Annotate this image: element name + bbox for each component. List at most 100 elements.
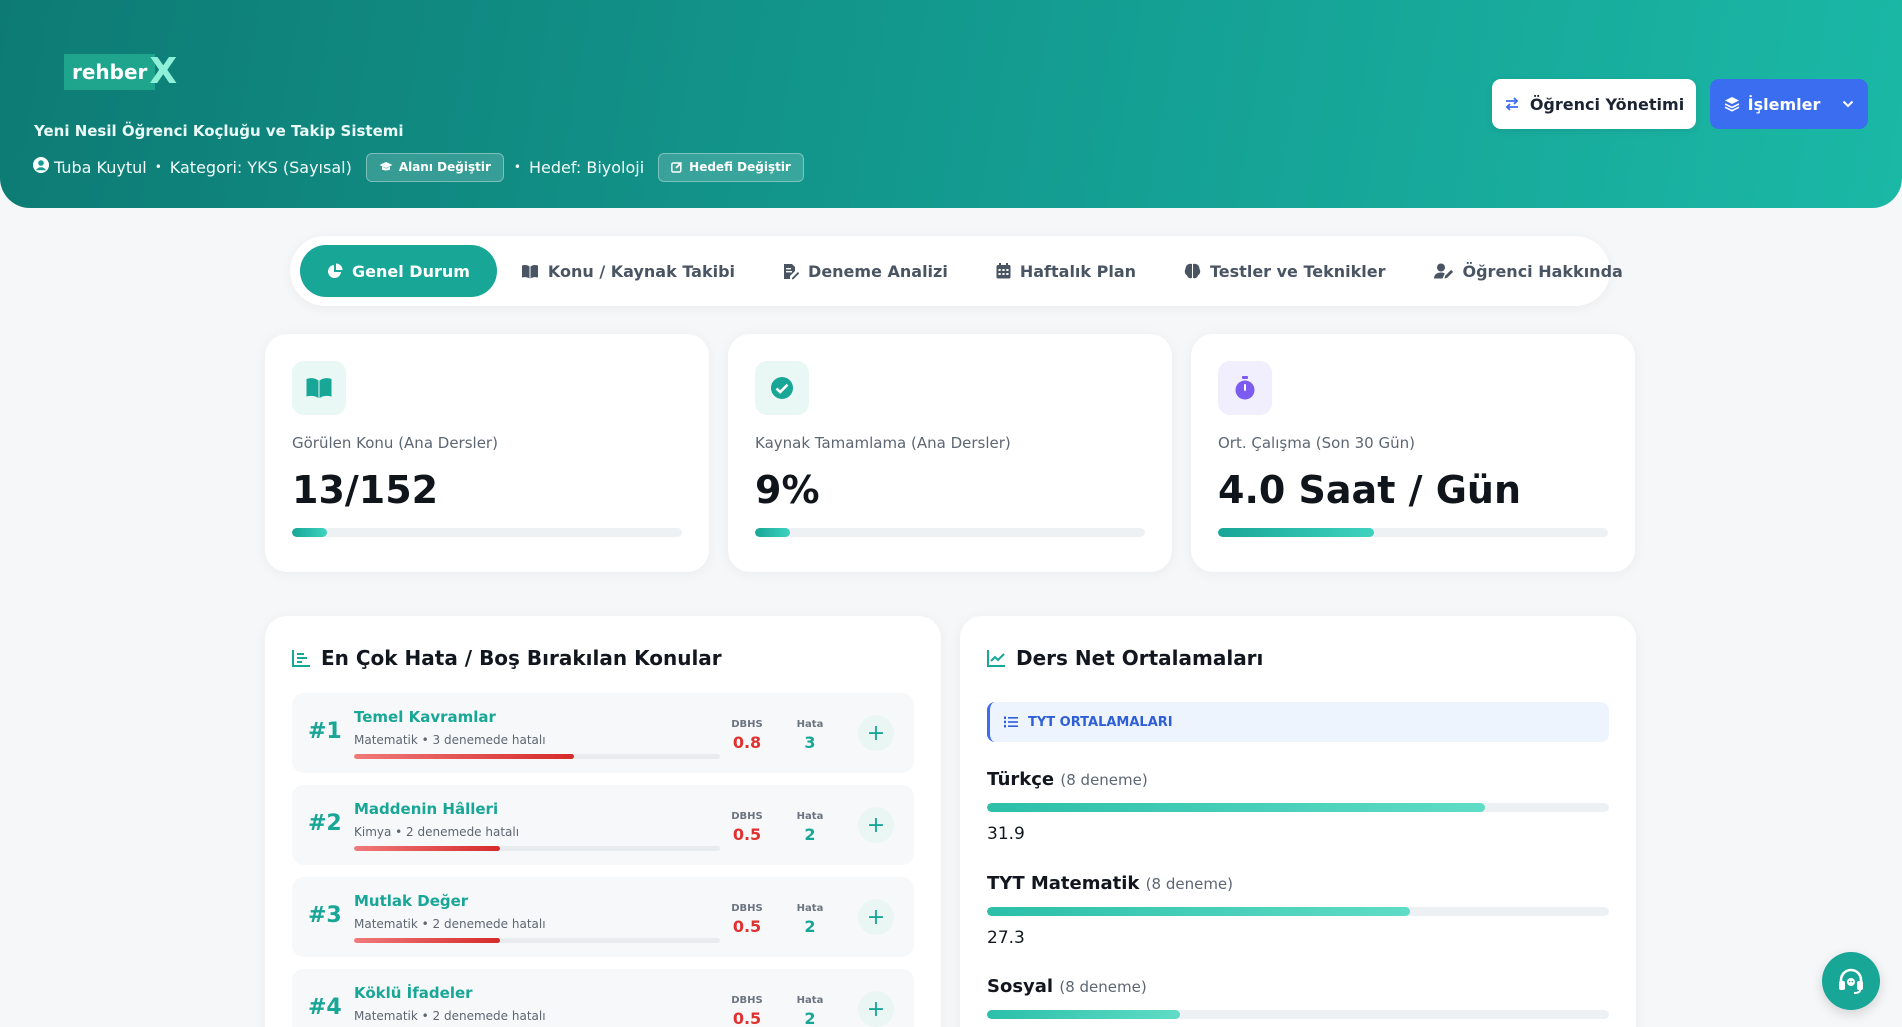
tab-deneme-analizi[interactable]: Deneme Analizi xyxy=(759,245,972,297)
student-category: Kategori: YKS (Sayısal) xyxy=(169,157,352,177)
hata-metric: Hata 2 xyxy=(785,903,835,936)
severity-fill xyxy=(354,754,574,759)
logo-mark: X xyxy=(149,51,178,92)
hata-value: 3 xyxy=(804,733,816,752)
stat-label: Görülen Konu (Ana Dersler) xyxy=(292,434,498,452)
stat-label: Ort. Çalışma (Son 30 Gün) xyxy=(1218,434,1415,452)
subject-progress-track xyxy=(987,907,1609,916)
subject-name: TYT Matematik (8 deneme) xyxy=(987,873,1233,894)
stat-label: Kaynak Tamamlama (Ana Dersler) xyxy=(755,434,1011,452)
dbhs-label: DBHS xyxy=(731,719,763,730)
main-tabs: Genel Durum Konu / Kaynak Takibi Deneme … xyxy=(290,236,1623,306)
swap-arrows-icon xyxy=(1505,97,1519,111)
stat-progress-track xyxy=(292,528,682,537)
add-icon[interactable]: + xyxy=(858,715,894,751)
subject-label: Sosyal xyxy=(987,976,1054,997)
support-chat-button[interactable] xyxy=(1822,952,1880,1010)
check-circle-icon xyxy=(755,361,809,415)
stat-progress-track xyxy=(755,528,1145,537)
net-panel-title: Ders Net Ortalamaları xyxy=(1016,646,1264,670)
dbhs-value: 0.5 xyxy=(732,917,762,936)
add-icon[interactable]: + xyxy=(858,807,894,843)
list-chart-icon xyxy=(292,649,310,667)
list-ol-icon xyxy=(1004,716,1018,728)
subject-count: (8 deneme) xyxy=(1145,875,1234,893)
error-topic-row[interactable]: #3 Mutlak Değer Matematik • 2 denemede h… xyxy=(292,877,914,957)
chevron-down-icon xyxy=(1843,100,1854,108)
logo[interactable]: rehber X xyxy=(64,54,177,90)
dbhs-metric: DBHS 0.8 xyxy=(722,719,772,752)
add-icon[interactable]: + xyxy=(858,991,894,1027)
dbhs-metric: DBHS 0.5 xyxy=(722,995,772,1027)
tab-label: Testler ve Teknikler xyxy=(1210,261,1386,281)
student-target: Hedef: Biyoloji xyxy=(528,157,645,177)
dbhs-value: 0.5 xyxy=(732,1009,762,1027)
actions-label: İşlemler xyxy=(1747,94,1821,114)
severity-track xyxy=(354,938,720,943)
separator-dot: • xyxy=(513,160,521,174)
tyt-section-label: TYT ORTALAMALARI xyxy=(1028,714,1173,730)
change-field-label: Alanı Değiştir xyxy=(398,160,491,174)
logo-text: rehber xyxy=(72,59,148,84)
dbhs-label: DBHS xyxy=(731,995,763,1006)
tab-haftalik-plan[interactable]: Haftalık Plan xyxy=(972,245,1160,297)
logo-box: rehber xyxy=(64,54,156,90)
error-topic-row[interactable]: #4 Köklü İfadeler Matematik • 2 denemede… xyxy=(292,969,914,1027)
subject-name: Türkçe (8 deneme) xyxy=(987,769,1148,790)
tab-label: Deneme Analizi xyxy=(808,261,948,281)
hata-label: Hata xyxy=(796,903,824,914)
error-topic-row[interactable]: #1 Temel Kavramlar Matematik • 3 denemed… xyxy=(292,693,914,773)
tab-testler-teknikler[interactable]: Testler ve Teknikler xyxy=(1160,245,1409,297)
subject-label: Türkçe xyxy=(987,769,1055,790)
hata-label: Hata xyxy=(796,811,824,822)
dbhs-value: 0.8 xyxy=(732,733,762,752)
subject-net-value: 31.9 xyxy=(987,824,1025,844)
tab-konu-kaynak[interactable]: Konu / Kaynak Takibi xyxy=(497,245,759,297)
change-target-button[interactable]: Hedefi Değiştir xyxy=(658,152,804,182)
hata-metric: Hata 2 xyxy=(785,995,835,1027)
actions-dropdown-button[interactable]: İşlemler xyxy=(1710,79,1868,129)
row-rank: #4 xyxy=(308,995,342,1020)
row-detail: Matematik • 3 denemede hatalı xyxy=(354,733,546,747)
stat-card-topics: Görülen Konu (Ana Dersler) 13/152 xyxy=(265,334,709,572)
subject-progress-fill xyxy=(987,907,1410,916)
student-name: Tuba Kuytul xyxy=(54,157,147,177)
tab-label: Konu / Kaynak Takibi xyxy=(547,261,736,281)
tab-label: Genel Durum xyxy=(352,261,470,281)
tab-label: Öğrenci Hakkında xyxy=(1462,261,1623,281)
tab-genel-durum[interactable]: Genel Durum xyxy=(300,245,497,297)
student-meta: Tuba Kuytul • Kategori: YKS (Sayısal) Al… xyxy=(33,152,804,182)
graduation-cap-icon xyxy=(379,162,393,171)
change-field-button[interactable]: Alanı Değiştir xyxy=(365,152,504,182)
subject-progress-fill xyxy=(987,803,1485,812)
subject-net-value: 27.3 xyxy=(987,928,1025,948)
stat-progress-fill xyxy=(1218,528,1374,537)
book-open-icon xyxy=(292,361,346,415)
stat-progress-fill xyxy=(292,528,328,537)
stat-value: 13/152 xyxy=(292,468,439,512)
severity-fill xyxy=(354,938,501,943)
student-management-label: Öğrenci Yönetimi xyxy=(1529,94,1685,114)
row-topic: Köklü İfadeler xyxy=(354,984,473,1002)
hata-metric: Hata 2 xyxy=(785,811,835,844)
errors-panel-title: En Çok Hata / Boş Bırakılan Konular xyxy=(321,646,722,670)
subject-progress-fill xyxy=(987,1010,1180,1019)
error-topic-row[interactable]: #2 Maddenin Hâlleri Kimya • 2 denemede h… xyxy=(292,785,914,865)
row-rank: #2 xyxy=(308,811,342,836)
hata-value: 2 xyxy=(804,1009,816,1027)
net-averages-panel: Ders Net Ortalamaları TYT ORTALAMALARI T… xyxy=(960,616,1636,1027)
stat-card-study: Ort. Çalışma (Son 30 Gün) 4.0 Saat / Gün xyxy=(1191,334,1635,572)
subject-count: (8 deneme) xyxy=(1059,978,1147,996)
add-icon[interactable]: + xyxy=(858,899,894,935)
errors-panel: En Çok Hata / Boş Bırakılan Konular #1 T… xyxy=(265,616,941,1027)
separator-dot: • xyxy=(154,160,162,174)
brain-icon xyxy=(1184,263,1201,279)
student-management-button[interactable]: Öğrenci Yönetimi xyxy=(1492,79,1696,129)
header: rehber X Yeni Nesil Öğrenci Koçluğu ve T… xyxy=(0,0,1902,208)
stat-progress-fill xyxy=(755,528,791,537)
stat-value: 4.0 Saat / Gün xyxy=(1218,468,1521,512)
tab-ogrenci-hakkinda[interactable]: Öğrenci Hakkında xyxy=(1410,245,1647,297)
panel-title: En Çok Hata / Boş Bırakılan Konular xyxy=(292,646,722,670)
stat-card-resources: Kaynak Tamamlama (Ana Dersler) 9% xyxy=(728,334,1172,572)
tyt-section-header: TYT ORTALAMALARI xyxy=(987,702,1609,742)
